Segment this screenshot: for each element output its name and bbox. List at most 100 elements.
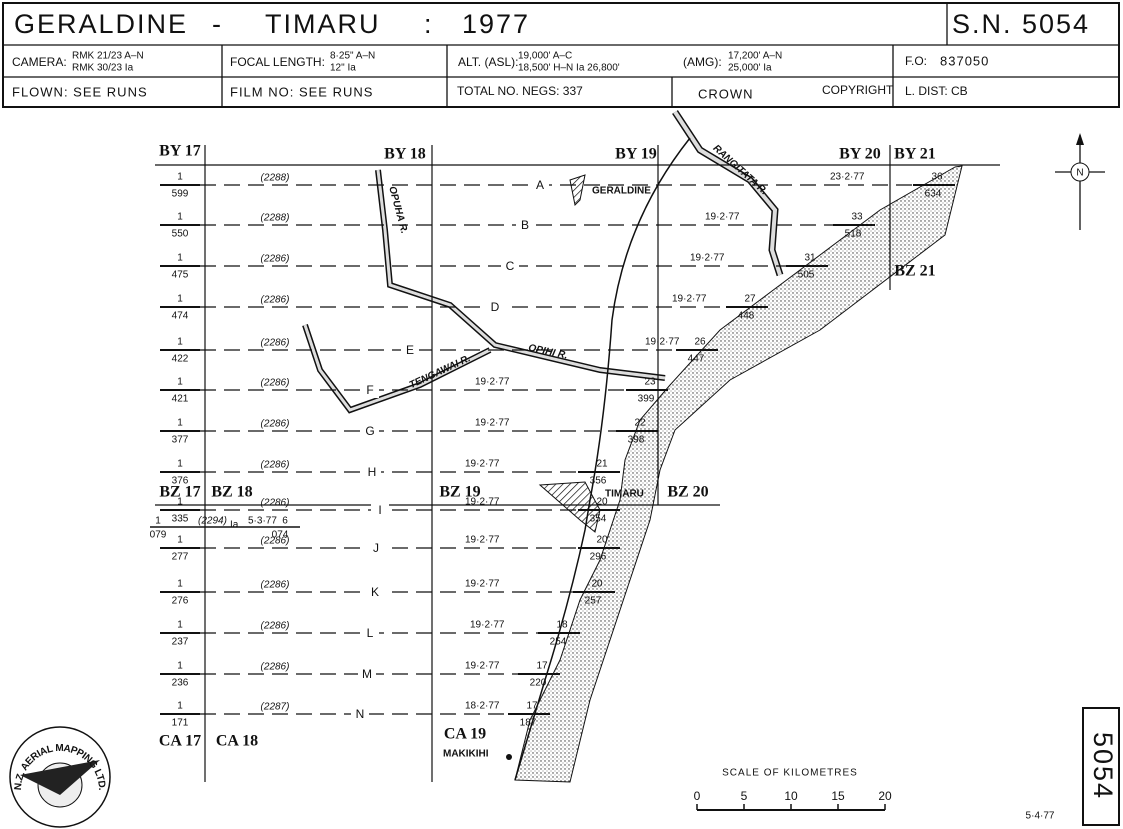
start-count: 1 — [177, 701, 183, 712]
run-date: 19·2·77 — [465, 579, 500, 590]
start-frame: 276 — [172, 596, 189, 607]
flight-runs: A 1 599 (2288) 23·2·77 36 634 B 1 550 (2288) 19·2·7… — [150, 172, 955, 729]
letter-bg — [367, 540, 385, 556]
sheet-label: BZ 17 — [159, 484, 200, 501]
letter-bg — [501, 258, 519, 274]
end-frame: 220 — [530, 678, 547, 689]
run-date: 19·2·77 — [690, 253, 725, 264]
start-count: 1 — [155, 516, 161, 527]
end-count: 18 — [556, 620, 568, 631]
run-date: 19·2·77 — [475, 418, 510, 429]
sheet-label: BY 17 — [159, 143, 201, 160]
run-date: 18·2·77 — [465, 701, 500, 712]
start-count: 1 — [177, 535, 183, 546]
title-place: GERALDINE — [14, 9, 188, 39]
end-count: 27 — [744, 294, 756, 305]
run-altitude: (2294) — [198, 516, 227, 527]
header: GERALDINE - TIMARU : 1977 S.N. 5054 CAME… — [2, 2, 1120, 108]
start-count: 1 — [177, 418, 183, 429]
start-frame: 422 — [172, 354, 189, 365]
run-date: 19·2·77 — [475, 377, 510, 388]
run-date: 19·2·77 — [470, 620, 505, 631]
start-count: 1 — [177, 253, 183, 264]
value: 25,000' Ia — [728, 63, 772, 74]
end-frame: 254 — [550, 637, 567, 648]
sheet-label: BY 21 — [894, 146, 936, 163]
scale-tick-label: 10 — [784, 789, 798, 803]
end-count: 20 — [591, 579, 603, 590]
river — [375, 169, 666, 381]
sheet-label: CA 18 — [216, 733, 258, 750]
run-altitude: (2286) — [261, 580, 290, 591]
start-count: 1 — [177, 497, 183, 508]
start-count: 1 — [177, 579, 183, 590]
run-letter: N — [356, 707, 365, 721]
run-altitude: (2286) — [261, 254, 290, 265]
sheet-number: 5054 — [1088, 732, 1118, 800]
sheet-label: BZ 19 — [439, 484, 480, 501]
run-letter: L — [367, 626, 374, 640]
run-letter: G — [365, 424, 374, 438]
end-count: 22 — [634, 418, 646, 429]
run-altitude: (2286) — [261, 295, 290, 306]
sheet-number-box — [1082, 707, 1120, 826]
end-frame: 518 — [845, 229, 862, 240]
label: F.O: — [905, 54, 927, 68]
end-frame: 505 — [798, 270, 815, 281]
run-altitude: (2286) — [261, 460, 290, 471]
sheet-label: CA 19 — [444, 726, 486, 743]
town-area — [538, 481, 601, 533]
end-frame: 447 — [688, 354, 705, 365]
sheet-grid — [155, 145, 1000, 782]
compass: N — [1055, 133, 1105, 230]
label: FOCAL LENGTH: — [230, 55, 325, 69]
sheet-label: BY 18 — [384, 146, 426, 163]
end-count: 20 — [596, 535, 608, 546]
value: 12" Ia — [330, 63, 356, 74]
end-frame: 398 — [628, 435, 645, 446]
end-count: 33 — [851, 212, 863, 223]
value: RMK 21/23 A–N — [72, 51, 144, 62]
start-count: 1 — [177, 459, 183, 470]
scale-tick-label: 20 — [878, 789, 892, 803]
compass-circle — [1070, 162, 1090, 182]
value: CROWN — [698, 86, 754, 101]
start-count: 1 — [177, 661, 183, 672]
start-frame: 421 — [172, 394, 189, 405]
sheet-label: BY 19 — [615, 146, 657, 163]
run-letter: B — [521, 218, 529, 232]
end-count: 17 — [536, 661, 548, 672]
end-frame: 634 — [925, 189, 942, 200]
run-date: 19·2·77 — [465, 459, 500, 470]
letter-bg — [516, 217, 534, 233]
place-label: TIMARU — [605, 489, 644, 500]
letter-bg — [366, 584, 384, 600]
start-frame: 079 — [150, 530, 167, 541]
run-altitude: (2286) — [261, 662, 290, 673]
run-letter: J — [373, 541, 379, 555]
river-fill — [673, 110, 782, 276]
sheet-id: S.N. 5054 — [952, 9, 1090, 39]
start-frame: 236 — [172, 678, 189, 689]
river-fill — [376, 169, 666, 380]
letter-bg — [358, 666, 376, 682]
title-year: 1977 — [462, 9, 530, 39]
sheet-label: BZ 21 — [894, 263, 935, 280]
start-count: 1 — [177, 620, 183, 631]
scale-tick-label: 5 — [741, 789, 748, 803]
scale-title: SCALE OF KILOMETRES — [722, 768, 858, 779]
logo-wing — [20, 760, 100, 795]
value: 8·25" A–N — [330, 51, 375, 62]
value: FILM NO: SEE RUNS — [230, 84, 373, 99]
river-label: RANGITATA R. — [711, 143, 770, 197]
letter-bg — [361, 423, 379, 439]
end-count: 6 — [282, 516, 288, 527]
run-altitude: (2286) — [261, 536, 290, 547]
scale-ticks: 0 5 10 15 20 — [694, 789, 892, 810]
logo: N.Z. AERIAL MAPPING LTD. — [9, 726, 111, 828]
sheet-label: BY 20 — [839, 146, 881, 163]
compass-arrow — [1076, 133, 1084, 145]
run-altitude: (2286) — [261, 419, 290, 430]
end-count: 20 — [596, 497, 608, 508]
town-area — [569, 174, 586, 207]
